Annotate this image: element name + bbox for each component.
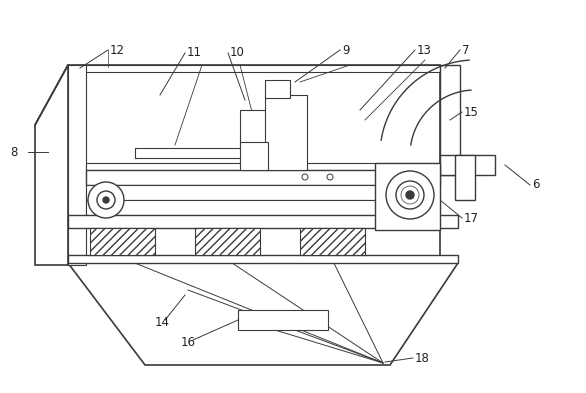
Text: 8: 8: [10, 145, 18, 158]
Bar: [86, 170, 440, 185]
Text: 6: 6: [532, 178, 540, 191]
Circle shape: [97, 191, 115, 209]
Bar: [68, 65, 440, 72]
Circle shape: [103, 197, 109, 203]
Bar: [195, 228, 260, 255]
Bar: [86, 185, 440, 200]
Bar: [86, 200, 440, 215]
Bar: [440, 155, 495, 175]
Circle shape: [302, 174, 308, 180]
Text: 15: 15: [464, 105, 479, 119]
Text: 17: 17: [464, 211, 479, 224]
Text: 10: 10: [230, 46, 245, 59]
Circle shape: [327, 174, 333, 180]
Bar: [135, 148, 243, 158]
Polygon shape: [35, 65, 68, 265]
Bar: [68, 65, 440, 265]
Bar: [90, 228, 155, 255]
Bar: [86, 163, 440, 170]
Bar: [300, 228, 365, 255]
Circle shape: [396, 181, 424, 209]
Bar: [265, 80, 290, 98]
Bar: [375, 163, 440, 230]
Text: 12: 12: [110, 44, 125, 57]
Circle shape: [88, 182, 124, 218]
Bar: [455, 155, 475, 200]
Text: 14: 14: [155, 316, 170, 329]
Bar: [265, 95, 307, 170]
Text: 11: 11: [187, 46, 202, 59]
Bar: [240, 142, 268, 170]
Bar: [440, 65, 460, 175]
Text: 9: 9: [342, 44, 349, 57]
Polygon shape: [68, 263, 458, 365]
Bar: [68, 215, 458, 228]
Bar: [240, 110, 267, 165]
Text: 13: 13: [417, 44, 432, 57]
Text: 18: 18: [415, 351, 430, 364]
Bar: [238, 310, 328, 330]
Bar: [68, 255, 458, 263]
Circle shape: [406, 191, 414, 199]
Text: 16: 16: [181, 336, 196, 349]
Bar: [68, 65, 86, 265]
Text: 7: 7: [462, 44, 469, 57]
Circle shape: [386, 171, 434, 219]
